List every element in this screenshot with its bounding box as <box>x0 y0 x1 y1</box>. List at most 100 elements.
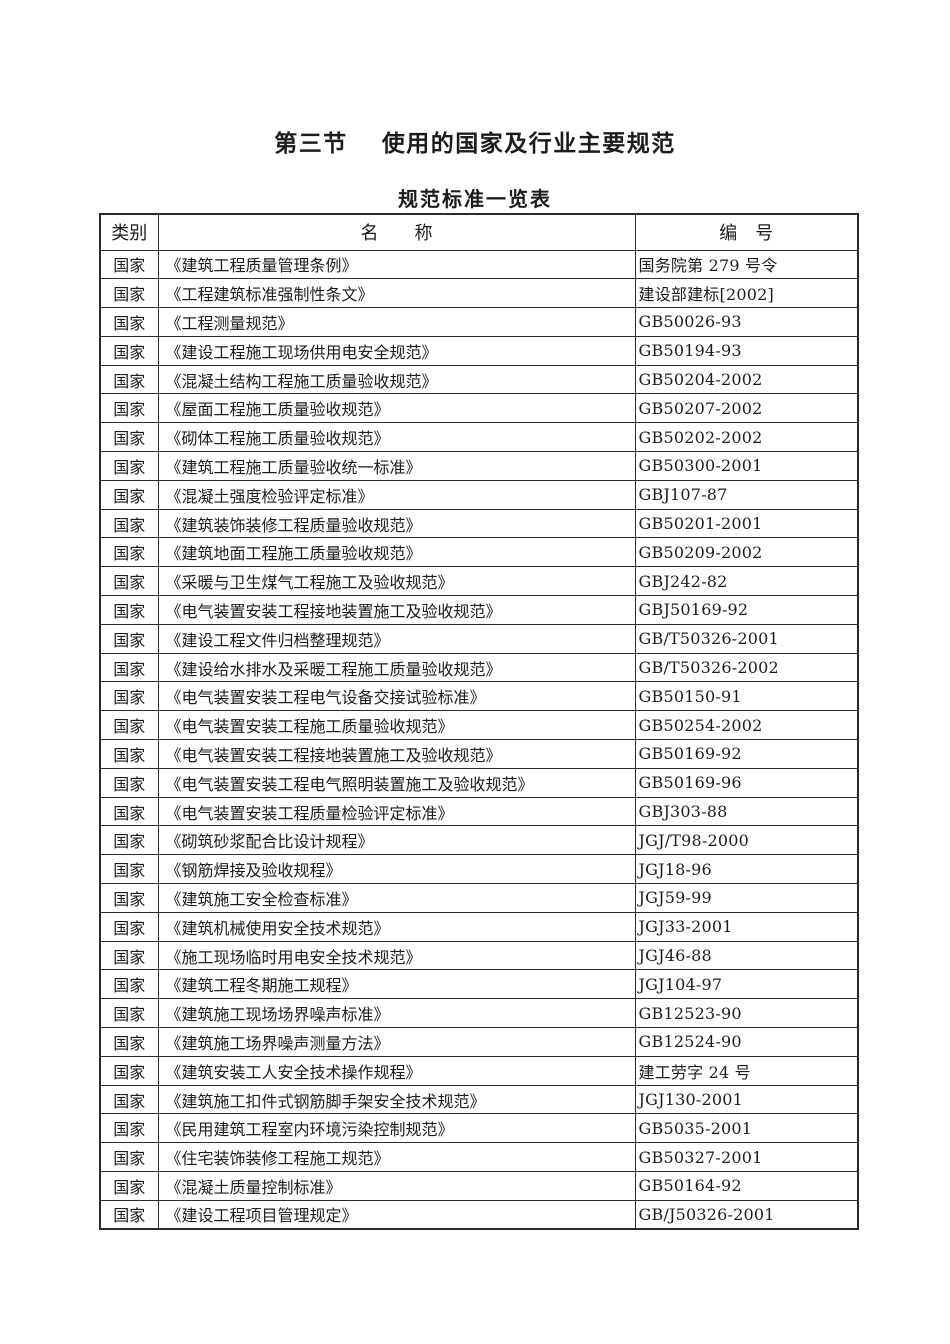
table-row: 国家 《电气装置安装工程质量检验评定标准》 GBJ303-88 <box>99 796 859 827</box>
cell-code: GB/T50326-2002 <box>634 652 859 683</box>
table-row: 国家 《建筑工程质量管理条例》 国务院第 279 号令 <box>99 249 859 280</box>
table-row: 国家 《建筑施工场界噪声测量方法》 GB12524-90 <box>99 1027 859 1057</box>
cell-category: 国家 <box>99 249 159 280</box>
cell-name: 《建筑安装工人安全技术操作规程》 <box>157 1055 636 1086</box>
cell-code: JGJ130-2001 <box>634 1084 859 1115</box>
table-row: 国家 《工程测量规范》 GB50026-93 <box>99 307 859 337</box>
cell-category: 国家 <box>99 393 159 424</box>
table-row: 国家 《建筑安装工人安全技术操作规程》 建工劳字 24 号 <box>99 1055 859 1086</box>
cell-category: 国家 <box>99 508 159 539</box>
table-row: 国家 《混凝土结构工程施工质量验收规范》 GB50204-2002 <box>99 364 859 395</box>
cell-category: 国家 <box>99 1027 159 1057</box>
cell-category: 国家 <box>99 307 159 337</box>
cell-category: 国家 <box>99 335 159 366</box>
cell-category: 国家 <box>99 796 159 827</box>
col-header-code: 编 号 <box>634 213 859 251</box>
table-row: 国家 《建设给水排水及采暖工程施工质量验收规范》 GB/T50326-2002 <box>99 652 859 683</box>
cell-code: GB50202-2002 <box>634 422 859 453</box>
cell-name: 《电气装置安装工程电气设备交接试验标准》 <box>157 681 636 712</box>
cell-code: JGJ33-2001 <box>634 911 859 942</box>
table-header-row: 类别 名 称 编 号 <box>99 213 859 251</box>
cell-category: 国家 <box>99 1171 159 1201</box>
cell-name: 《屋面工程施工质量验收规范》 <box>157 393 636 424</box>
table-title: 规范标准一览表 <box>398 187 552 211</box>
cell-code: GB50169-92 <box>634 739 859 769</box>
cell-name: 《混凝土结构工程施工质量验收规范》 <box>157 364 636 395</box>
cell-category: 国家 <box>99 1142 159 1172</box>
cell-code: GB50169-96 <box>634 767 859 798</box>
cell-category: 国家 <box>99 681 159 712</box>
cell-category: 国家 <box>99 652 159 683</box>
cell-category: 国家 <box>99 1084 159 1115</box>
cell-code: GBJ242-82 <box>634 566 859 597</box>
cell-name: 《民用建筑工程室内环境污染控制规范》 <box>157 1113 636 1144</box>
section-number: 第三节 <box>274 130 348 157</box>
cell-code: GB50164-92 <box>634 1171 859 1201</box>
cell-name: 《建设工程文件归档整理规范》 <box>157 623 636 654</box>
cell-name: 《建筑施工扣件式钢筋脚手架安全技术规范》 <box>157 1084 636 1115</box>
cell-category: 国家 <box>99 566 159 597</box>
cell-category: 国家 <box>99 364 159 395</box>
cell-category: 国家 <box>99 883 159 913</box>
cell-code: JGJ18-96 <box>634 854 859 885</box>
table-row: 国家 《住宅装饰装修工程施工规范》 GB50327-2001 <box>99 1142 859 1172</box>
cell-code: GB12523-90 <box>634 998 859 1029</box>
cell-code: GB50204-2002 <box>634 364 859 395</box>
cell-name: 《电气装置安装工程电气照明装置施工及验收规范》 <box>157 767 636 798</box>
cell-name: 《建设工程项目管理规定》 <box>157 1199 636 1230</box>
table-row: 国家 《建筑地面工程施工质量验收规范》 GB50209-2002 <box>99 537 859 568</box>
cell-name: 《电气装置安装工程施工质量验收规范》 <box>157 710 636 741</box>
cell-name: 《建筑地面工程施工质量验收规范》 <box>157 537 636 568</box>
col-header-category: 类别 <box>99 213 159 251</box>
cell-category: 国家 <box>99 451 159 481</box>
cell-code: GB50300-2001 <box>634 451 859 481</box>
cell-name: 《混凝土强度检验评定标准》 <box>157 479 636 510</box>
table-row: 国家 《砌体工程施工质量验收规范》 GB50202-2002 <box>99 422 859 453</box>
cell-name: 《电气装置安装工程质量检验评定标准》 <box>157 796 636 827</box>
cell-category: 国家 <box>99 1113 159 1144</box>
cell-code: GB/J50326-2001 <box>634 1199 859 1230</box>
cell-name: 《建筑施工场界噪声测量方法》 <box>157 1027 636 1057</box>
cell-code: GB50201-2001 <box>634 508 859 539</box>
cell-category: 国家 <box>99 998 159 1029</box>
cell-code: GB50194-93 <box>634 335 859 366</box>
cell-name: 《建设工程施工现场供用电安全规范》 <box>157 335 636 366</box>
cell-name: 《采暖与卫生煤气工程施工及验收规范》 <box>157 566 636 597</box>
cell-name: 《建筑工程施工质量验收统一标准》 <box>157 451 636 481</box>
table-row: 国家 《混凝土强度检验评定标准》 GBJ107-87 <box>99 479 859 510</box>
cell-code: GB50254-2002 <box>634 710 859 741</box>
table-row: 国家 《电气装置安装工程接地装置施工及验收规范》 GBJ50169-92 <box>99 595 859 625</box>
cell-name: 《砌体工程施工质量验收规范》 <box>157 422 636 453</box>
cell-code: 建工劳字 24 号 <box>634 1055 859 1086</box>
table-row: 国家 《建设工程文件归档整理规范》 GB/T50326-2001 <box>99 623 859 654</box>
table-row: 国家 《电气装置安装工程电气设备交接试验标准》 GB50150-91 <box>99 681 859 712</box>
table-row: 国家 《建筑施工扣件式钢筋脚手架安全技术规范》 JGJ130-2001 <box>99 1084 859 1115</box>
table-row: 国家 《电气装置安装工程接地装置施工及验收规范》 GB50169-92 <box>99 739 859 769</box>
cell-code: 国务院第 279 号令 <box>634 249 859 280</box>
cell-code: GB50327-2001 <box>634 1142 859 1172</box>
table-row: 国家 《建筑机械使用安全技术规范》 JGJ33-2001 <box>99 911 859 942</box>
standards-table: 类别 名 称 编 号 国家 《建筑工程质量管理条例》 国务院第 279 号令 国… <box>99 213 859 1231</box>
table-row: 国家 《建设工程项目管理规定》 GB/J50326-2001 <box>99 1199 859 1230</box>
table-row: 国家 《建设工程施工现场供用电安全规范》 GB50194-93 <box>99 335 859 366</box>
cell-code: GBJ303-88 <box>634 796 859 827</box>
cell-code: GB/T50326-2001 <box>634 623 859 654</box>
cell-code: GB50207-2002 <box>634 393 859 424</box>
col-header-name: 名 称 <box>157 213 636 251</box>
table-row: 国家 《工程建筑标准强制性条文》 建设部建标[2002] <box>99 278 859 309</box>
cell-name: 《电气装置安装工程接地装置施工及验收规范》 <box>157 739 636 769</box>
cell-code: GB5035-2001 <box>634 1113 859 1144</box>
table-row: 国家 《钢筋焊接及验收规程》 JGJ18-96 <box>99 854 859 885</box>
cell-category: 国家 <box>99 623 159 654</box>
table-row: 国家 《电气装置安装工程电气照明装置施工及验收规范》 GB50169-96 <box>99 767 859 798</box>
cell-code: GB12524-90 <box>634 1027 859 1057</box>
cell-name: 《施工现场临时用电安全技术规范》 <box>157 940 636 971</box>
cell-name: 《电气装置安装工程接地装置施工及验收规范》 <box>157 595 636 625</box>
table-row: 国家 《屋面工程施工质量验收规范》 GB50207-2002 <box>99 393 859 424</box>
cell-category: 国家 <box>99 911 159 942</box>
cell-code: GB50026-93 <box>634 307 859 337</box>
section-title: 第三节 使用的国家及行业主要规范 <box>0 124 950 158</box>
table-row: 国家 《施工现场临时用电安全技术规范》 JGJ46-88 <box>99 940 859 971</box>
cell-category: 国家 <box>99 710 159 741</box>
cell-name: 《工程建筑标准强制性条文》 <box>157 278 636 309</box>
